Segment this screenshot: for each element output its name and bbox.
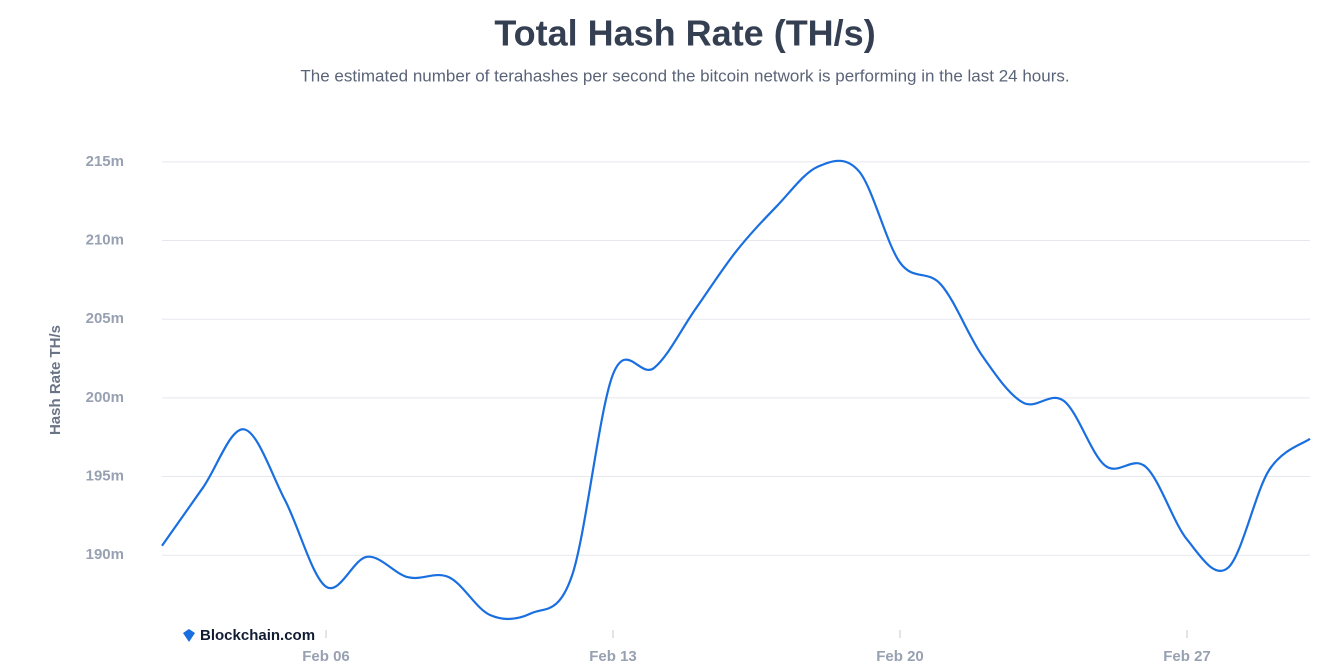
x-tick-label: Feb 13 bbox=[589, 648, 637, 665]
x-tick-label: Feb 20 bbox=[876, 648, 924, 665]
x-tick-label: Feb 06 bbox=[302, 648, 350, 665]
y-tick-label: 195m bbox=[86, 468, 124, 485]
watermark: Blockchain.com bbox=[200, 627, 315, 644]
watermark-logo bbox=[183, 629, 195, 642]
watermark-group: Blockchain.com bbox=[183, 627, 315, 644]
y-tick-label: 200m bbox=[86, 389, 124, 406]
y-tick-label: 210m bbox=[86, 232, 124, 249]
y-tick-label: 190m bbox=[86, 546, 124, 563]
line-series bbox=[161, 159, 1311, 621]
x-tick-label: Feb 27 bbox=[1163, 648, 1211, 665]
chart-subtitle: The estimated number of terahashes per s… bbox=[300, 66, 1069, 85]
chart-title: Total Hash Rate (TH/s) bbox=[494, 13, 875, 54]
y-tick-label: 205m bbox=[86, 310, 124, 327]
y-axis-label: Hash Rate TH/s bbox=[47, 325, 64, 435]
y-tick-label: 215m bbox=[86, 153, 124, 170]
